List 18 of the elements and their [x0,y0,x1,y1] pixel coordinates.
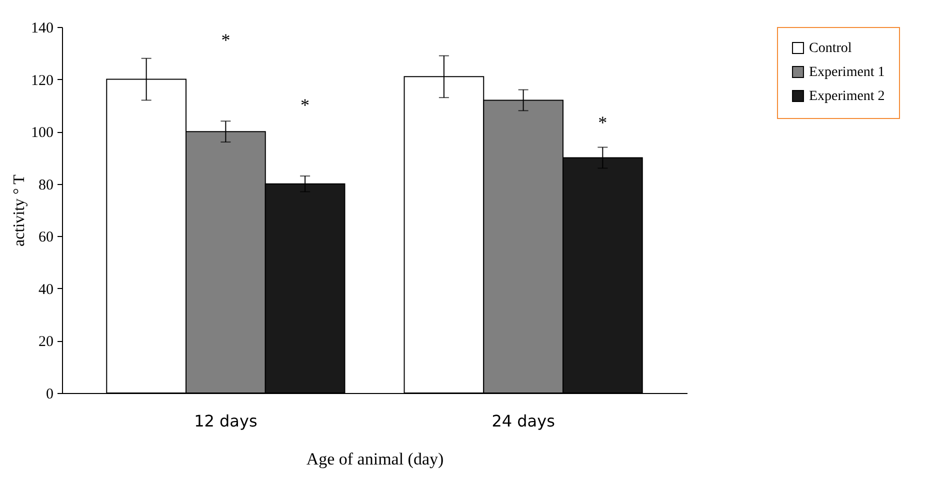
legend-label: Experiment 2 [809,89,885,104]
annotation: * [300,95,310,116]
y-axis-title: activity ° T [11,174,28,246]
legend-label: Control [809,41,852,56]
y-tick-label: 120 [31,72,54,89]
y-tick-label: 40 [38,282,54,298]
annotation: * [221,30,230,50]
annotation: * [598,112,608,132]
y-tick-label: 0 [46,386,54,402]
y-tick-label: 100 [31,125,54,142]
x-tick-label: 12 days [194,412,258,430]
y-tick-label: 20 [38,334,54,350]
legend-label: Experiment 1 [809,65,885,80]
x-tick-label: 24 days [492,412,555,430]
x-axis-title: Age of animal (day) [306,450,444,468]
y-tick-label: 140 [31,20,54,36]
y-tick-label: 80 [38,177,54,194]
y-tick-label: 60 [38,230,54,246]
